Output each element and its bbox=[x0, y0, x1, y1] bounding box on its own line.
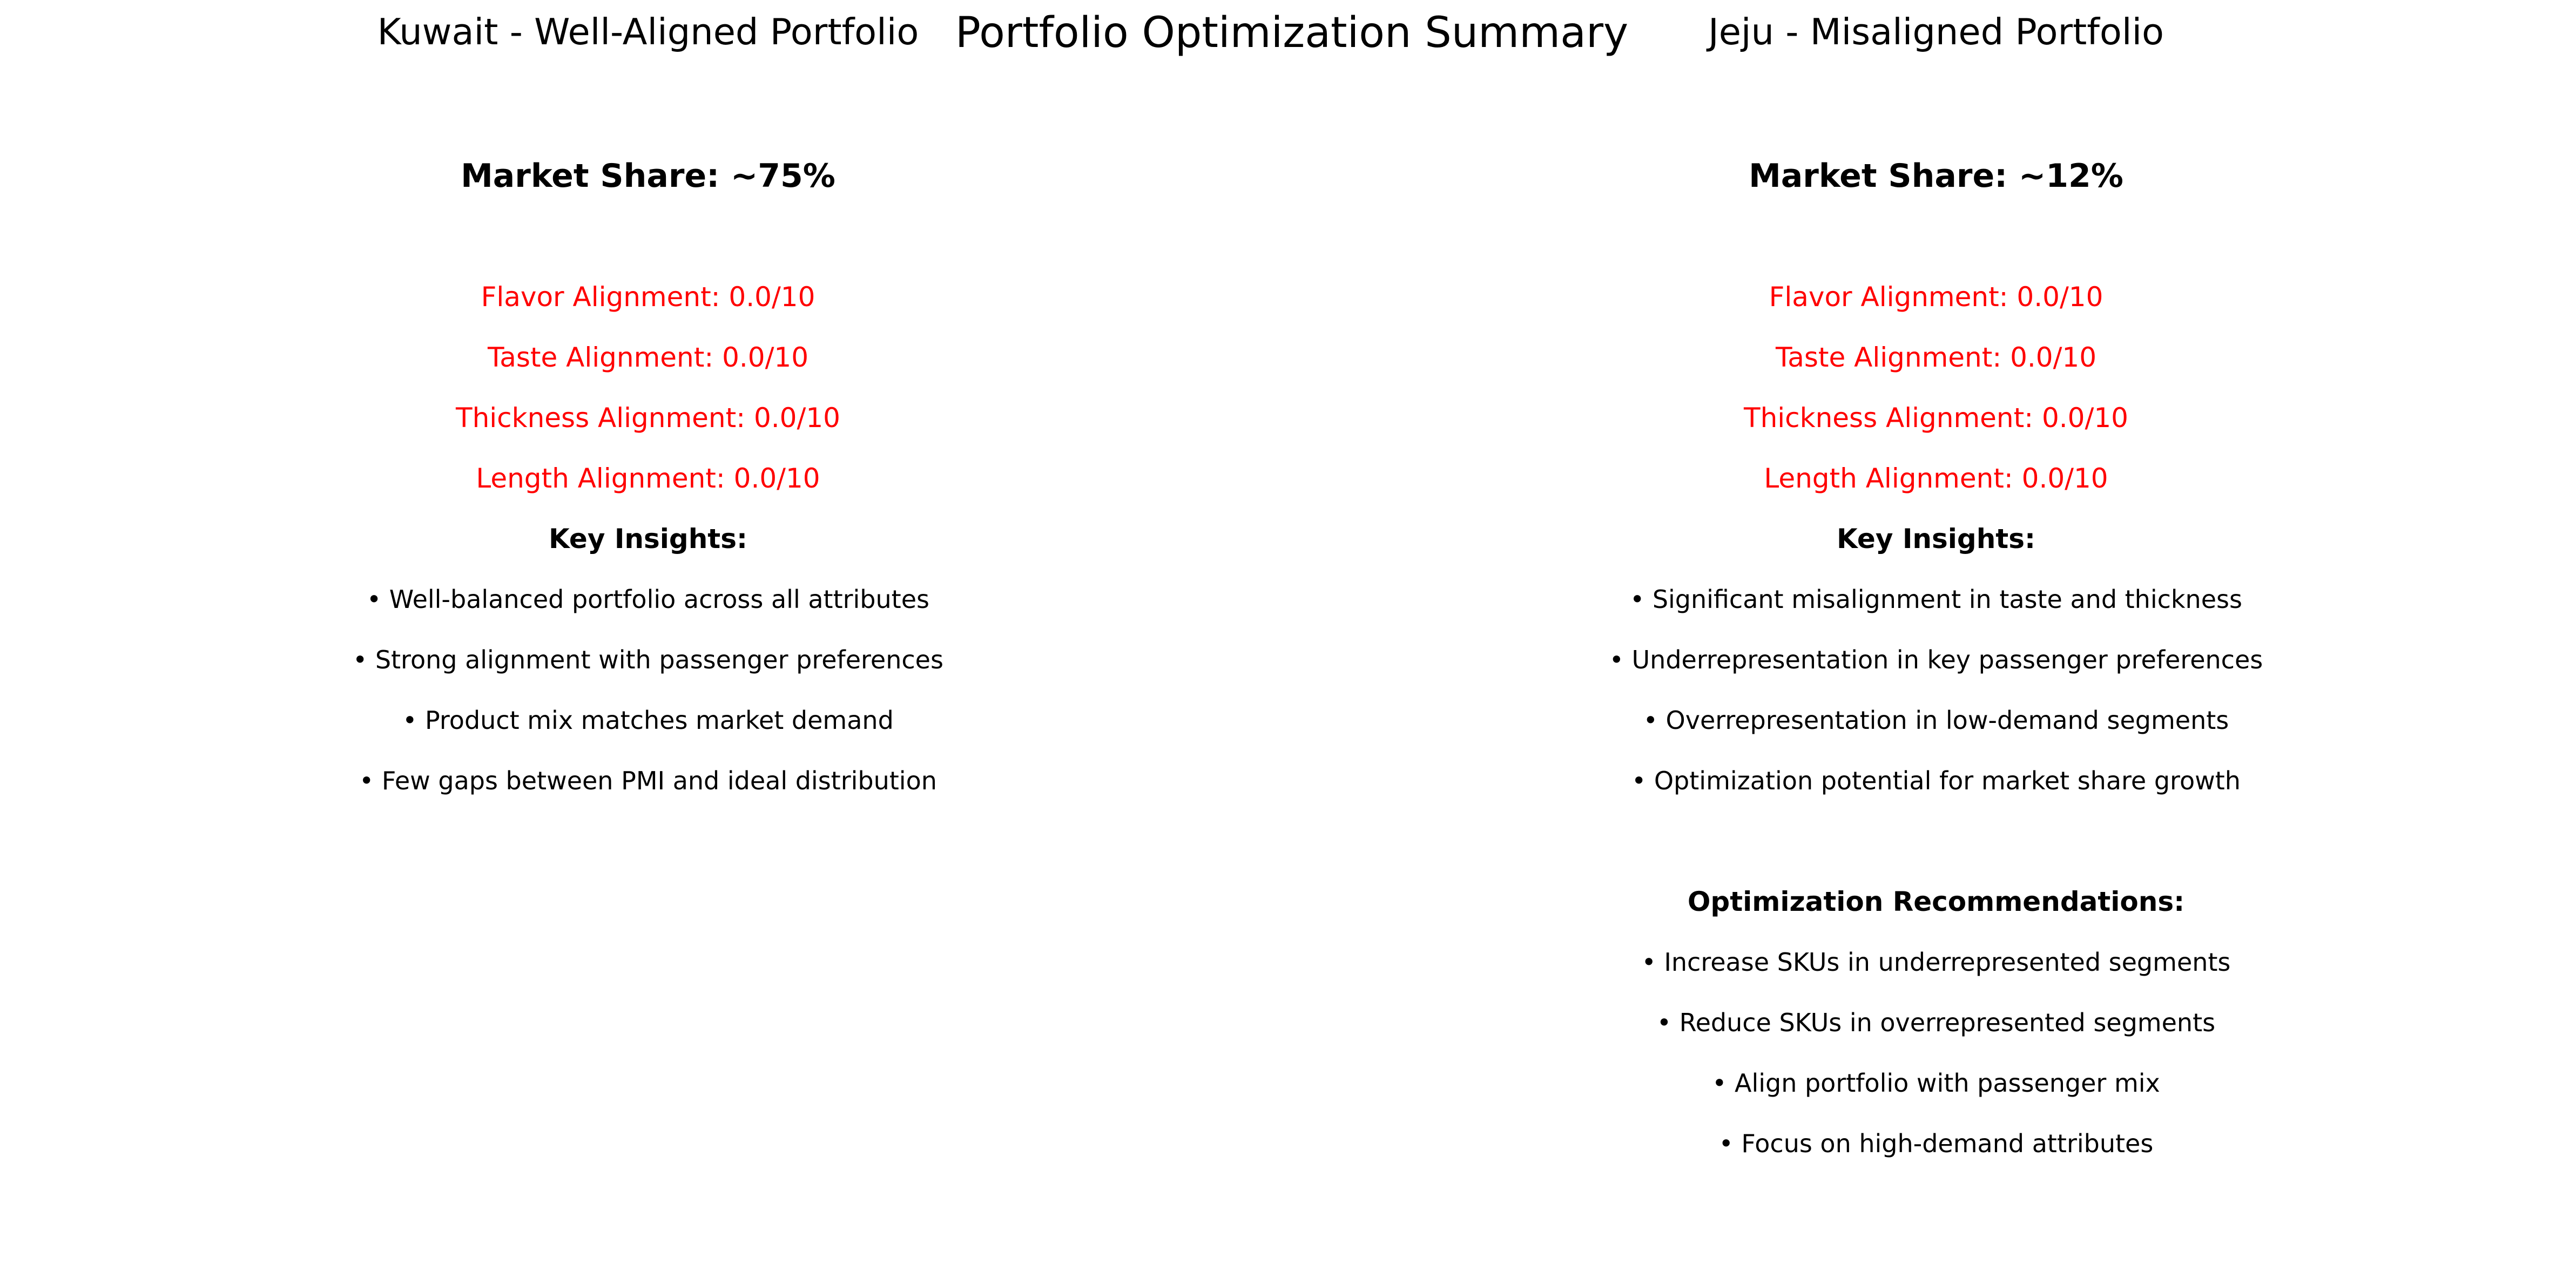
figure-title: Portfolio Optimization Summary bbox=[955, 9, 1629, 57]
recommendations-heading-jeju: Optimization Recommendations: bbox=[1687, 886, 2185, 917]
taste-alignment-jeju: Taste Alignment: 0.0/10 bbox=[1775, 342, 2097, 373]
insight-item-jeju: • Underrepresentation in key passenger p… bbox=[1609, 645, 2263, 674]
insight-item-kuwait: • Product mix matches market demand bbox=[402, 706, 894, 735]
market-share-kuwait: Market Share: ~75% bbox=[461, 157, 835, 195]
insight-item-kuwait: • Well-balanced portfolio across all att… bbox=[367, 585, 929, 614]
market-share-jeju: Market Share: ~12% bbox=[1749, 157, 2123, 195]
thickness-alignment-jeju: Thickness Alignment: 0.0/10 bbox=[1744, 402, 2128, 434]
insight-item-jeju: • Optimization potential for market shar… bbox=[1631, 766, 2241, 795]
insight-item-kuwait: • Few gaps between PMI and ideal distrib… bbox=[359, 766, 937, 795]
flavor-alignment-kuwait: Flavor Alignment: 0.0/10 bbox=[481, 281, 815, 313]
length-alignment-jeju: Length Alignment: 0.0/10 bbox=[1764, 463, 2108, 494]
insight-item-kuwait: • Strong alignment with passenger prefer… bbox=[353, 645, 943, 674]
length-alignment-kuwait: Length Alignment: 0.0/10 bbox=[476, 463, 820, 494]
key-insights-heading-kuwait: Key Insights: bbox=[549, 523, 747, 555]
recommendation-item-jeju: • Reduce SKUs in overrepresented segment… bbox=[1656, 1008, 2216, 1037]
recommendation-item-jeju: • Focus on high-demand attributes bbox=[1718, 1129, 2154, 1158]
panel-title-kuwait: Kuwait - Well-Aligned Portfolio bbox=[377, 11, 919, 53]
insight-item-jeju: • Significant misalignment in taste and … bbox=[1630, 585, 2242, 614]
panel-title-jeju: Jeju - Misaligned Portfolio bbox=[1708, 11, 2164, 53]
thickness-alignment-kuwait: Thickness Alignment: 0.0/10 bbox=[456, 402, 840, 434]
taste-alignment-kuwait: Taste Alignment: 0.0/10 bbox=[487, 342, 809, 373]
recommendation-item-jeju: • Increase SKUs in underrepresented segm… bbox=[1641, 948, 2231, 977]
recommendation-item-jeju: • Align portfolio with passenger mix bbox=[1712, 1069, 2160, 1098]
key-insights-heading-jeju: Key Insights: bbox=[1837, 523, 2035, 555]
flavor-alignment-jeju: Flavor Alignment: 0.0/10 bbox=[1769, 281, 2103, 313]
insight-item-jeju: • Overrepresentation in low-demand segme… bbox=[1643, 706, 2229, 735]
